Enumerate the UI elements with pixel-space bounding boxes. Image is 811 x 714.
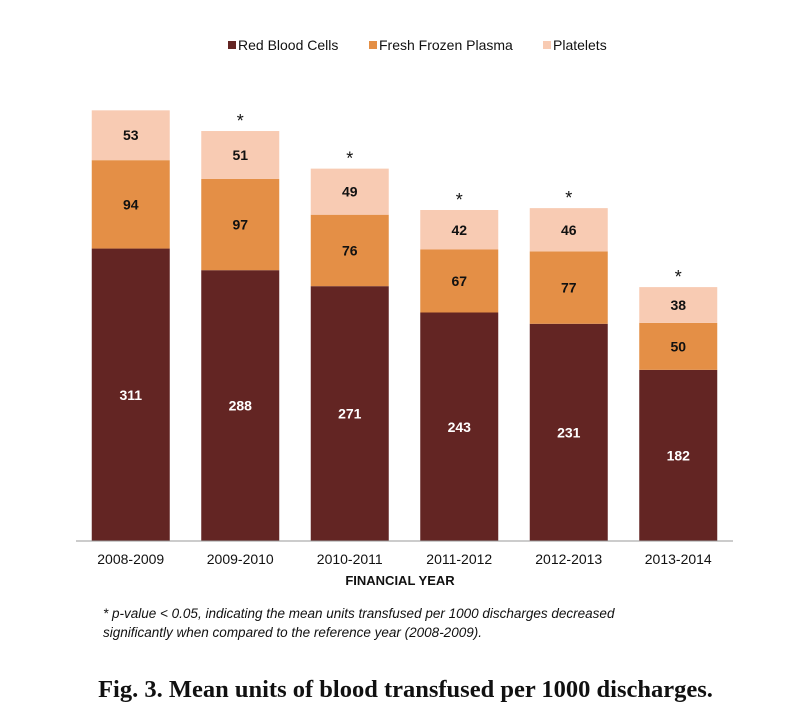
x-tick-label-2008-2009: 2008-2009 — [97, 551, 164, 567]
footnote: * p-value < 0.05, indicating the mean un… — [103, 604, 743, 642]
data-label-platelets-2011-2012: 42 — [451, 222, 467, 238]
data-label-fresh-frozen-plasma-2013-2014: 50 — [670, 338, 686, 354]
data-label-platelets-2008-2009: 53 — [123, 127, 139, 143]
legend-swatch-fresh-frozen-plasma — [369, 41, 377, 49]
data-label-platelets-2013-2014: 38 — [670, 297, 686, 313]
legend-label-red-blood-cells: Red Blood Cells — [238, 37, 338, 53]
data-label-red-blood-cells-2008-2009: 311 — [119, 387, 142, 403]
data-label-fresh-frozen-plasma-2012-2013: 77 — [561, 280, 577, 296]
data-label-fresh-frozen-plasma-2009-2010: 97 — [232, 217, 248, 233]
data-label-red-blood-cells-2012-2013: 231 — [557, 424, 581, 440]
legend-label-fresh-frozen-plasma: Fresh Frozen Plasma — [379, 37, 513, 53]
bar-platelets-2012-2013 — [529, 208, 608, 252]
bar-fresh-frozen-plasma-2008-2009 — [91, 160, 170, 249]
data-label-fresh-frozen-plasma-2011-2012: 67 — [451, 273, 467, 289]
x-tick-label-2011-2012: 2011-2012 — [426, 551, 492, 567]
figure-caption: Fig. 3. Mean units of blood transfused p… — [98, 676, 713, 703]
data-label-red-blood-cells-2009-2010: 288 — [229, 398, 253, 414]
significance-star-2010-2011: * — [346, 149, 353, 169]
bar-platelets-2010-2011 — [310, 168, 389, 215]
bar-fresh-frozen-plasma-2012-2013 — [529, 251, 608, 324]
bars-group: 311 94 53 288 97 51 271 76 49 243 67 42 231 77 46 182 50… — [91, 110, 718, 541]
x-axis-title: FINANCIAL YEAR — [345, 573, 455, 588]
bar-platelets-2011-2012 — [420, 210, 499, 250]
significance-markers: * * * * * — [237, 111, 682, 287]
bar-red-blood-cells-2009-2010 — [201, 270, 280, 541]
significance-star-2011-2012: * — [456, 190, 463, 210]
legend-label-platelets: Platelets — [553, 37, 607, 53]
x-tick-label-2013-2014: 2013-2014 — [645, 551, 712, 567]
bar-fresh-frozen-plasma-2010-2011 — [310, 214, 389, 287]
stacked-bar-chart: Red Blood Cells Fresh Frozen Plasma Platel… — [76, 37, 733, 588]
x-tick-labels: 2008-2009 2009-2010 2010-2011 2011-2012 2012… — [97, 551, 712, 567]
bar-platelets-2008-2009 — [91, 110, 170, 161]
data-label-red-blood-cells-2013-2014: 182 — [667, 447, 691, 463]
x-tick-label-2012-2013: 2012-2013 — [535, 551, 602, 567]
legend-swatch-red-blood-cells — [228, 41, 236, 49]
footnote-line-1: * p-value < 0.05, indicating the mean un… — [103, 606, 615, 621]
data-label-fresh-frozen-plasma-2008-2009: 94 — [123, 196, 139, 212]
bar-red-blood-cells-2013-2014 — [639, 369, 718, 541]
bar-fresh-frozen-plasma-2013-2014 — [639, 322, 718, 370]
bar-red-blood-cells-2012-2013 — [529, 323, 608, 541]
x-tick-label-2009-2010: 2009-2010 — [207, 551, 274, 567]
data-label-fresh-frozen-plasma-2010-2011: 76 — [342, 242, 358, 258]
x-tick-label-2010-2011: 2010-2011 — [317, 551, 383, 567]
data-label-platelets-2012-2013: 46 — [561, 222, 577, 238]
bar-fresh-frozen-plasma-2009-2010 — [201, 178, 280, 271]
data-label-platelets-2009-2010: 51 — [232, 147, 248, 163]
bar-fresh-frozen-plasma-2011-2012 — [420, 249, 499, 313]
data-label-platelets-2010-2011: 49 — [342, 184, 358, 200]
legend: Red Blood Cells Fresh Frozen Plasma Platel… — [228, 37, 607, 53]
bar-platelets-2009-2010 — [201, 131, 280, 179]
data-label-red-blood-cells-2010-2011: 271 — [338, 406, 362, 422]
significance-star-2009-2010: * — [237, 111, 244, 131]
significance-star-2013-2014: * — [675, 267, 682, 287]
bar-red-blood-cells-2011-2012 — [420, 312, 499, 541]
data-label-red-blood-cells-2011-2012: 243 — [448, 419, 472, 435]
bar-platelets-2013-2014 — [639, 287, 718, 323]
footnote-line-2: significantly when compared to the refer… — [103, 625, 482, 640]
bar-red-blood-cells-2008-2009 — [91, 248, 170, 541]
bar-red-blood-cells-2010-2011 — [310, 286, 389, 541]
legend-swatch-platelets — [543, 41, 551, 49]
significance-star-2012-2013: * — [565, 188, 572, 208]
